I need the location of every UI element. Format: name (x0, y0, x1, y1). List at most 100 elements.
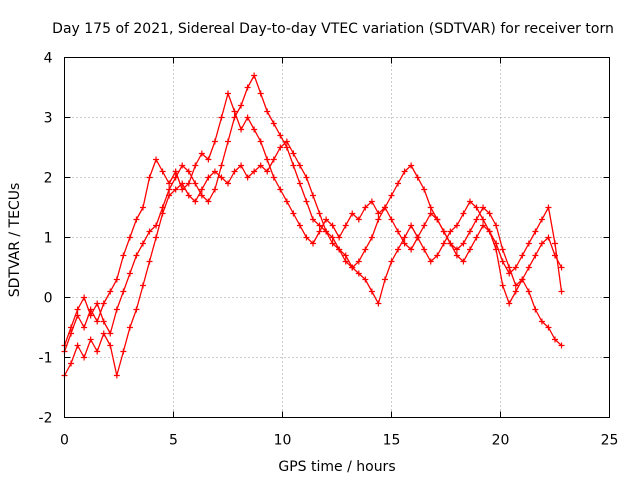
data-point (538, 216, 545, 223)
data-point (231, 114, 238, 121)
data-point (205, 198, 212, 205)
data-point (316, 228, 323, 235)
data-point (205, 174, 212, 181)
data-point (493, 240, 500, 247)
data-point (87, 336, 94, 343)
data-point (368, 288, 375, 295)
data-point (512, 264, 519, 271)
x-tick-label: 20 (492, 433, 510, 449)
data-point (440, 240, 447, 247)
data-point (94, 300, 101, 307)
data-point (558, 264, 565, 271)
data-point (113, 306, 120, 313)
data-point (499, 246, 506, 253)
data-point (179, 180, 186, 187)
data-point (225, 138, 231, 145)
data-point (198, 150, 205, 157)
data-point (460, 240, 467, 247)
data-point (153, 234, 160, 241)
data-point (486, 210, 493, 217)
data-series (61, 72, 565, 379)
data-point (303, 198, 310, 205)
data-point (368, 234, 375, 241)
data-point (329, 222, 336, 229)
data-point (283, 138, 290, 145)
data-point (480, 216, 487, 223)
data-point (113, 372, 120, 379)
data-point (499, 258, 506, 265)
data-point (113, 276, 120, 283)
data-point (381, 276, 388, 283)
data-point (179, 162, 186, 169)
data-point (323, 216, 330, 223)
data-point (525, 288, 532, 295)
data-point (316, 222, 323, 229)
data-point (290, 150, 297, 157)
data-point (506, 300, 513, 307)
data-point (159, 204, 166, 211)
data-point (493, 222, 500, 229)
data-point (218, 162, 225, 169)
data-point (499, 282, 506, 289)
data-point (74, 306, 81, 313)
data-point (512, 282, 519, 289)
data-point (231, 108, 238, 115)
data-point (427, 204, 434, 211)
data-point (283, 198, 290, 205)
data-point (342, 252, 349, 259)
data-point (440, 228, 447, 235)
data-point (231, 168, 238, 175)
data-point (146, 174, 153, 181)
data-point (166, 180, 173, 187)
data-point (244, 114, 251, 121)
data-point (375, 300, 382, 307)
data-point (519, 276, 526, 283)
data-point (270, 156, 277, 163)
data-point (211, 168, 218, 175)
data-point (303, 234, 310, 241)
data-point (552, 240, 558, 247)
data-point (126, 270, 133, 277)
data-point (532, 228, 539, 235)
data-point (120, 288, 127, 295)
data-point (434, 252, 441, 259)
data-point (81, 324, 88, 331)
data-point (329, 240, 336, 247)
data-point (238, 162, 245, 169)
data-point (355, 216, 362, 223)
data-point (388, 192, 395, 199)
data-point (414, 174, 421, 181)
data-point (244, 174, 251, 181)
x-tick-label: 10 (274, 433, 292, 449)
data-point (251, 126, 258, 133)
data-point (198, 192, 205, 199)
data-point (139, 204, 146, 211)
data-point (355, 258, 362, 265)
data-point (139, 282, 146, 289)
data-point (270, 120, 277, 127)
data-point (310, 240, 317, 247)
data-point (453, 222, 460, 229)
data-point (421, 246, 428, 253)
data-point (427, 258, 434, 265)
data-point (251, 72, 258, 79)
data-point (506, 264, 513, 271)
x-tick-label: 0 (60, 433, 69, 449)
y-tick-label: 2 (44, 171, 53, 187)
y-axis-label: SDTVAR / TECUs (7, 183, 23, 298)
data-point (172, 168, 179, 175)
data-point (225, 90, 231, 97)
data-point (323, 228, 330, 235)
data-point (532, 306, 539, 313)
data-point (486, 228, 493, 235)
data-point (434, 216, 441, 223)
data-point (251, 168, 258, 175)
data-point (81, 354, 88, 361)
series-track-2 (61, 138, 565, 379)
data-point (512, 288, 519, 295)
data-point (218, 174, 225, 181)
data-point (179, 186, 186, 193)
data-point (120, 348, 127, 355)
data-point (336, 246, 343, 253)
data-point (107, 330, 114, 337)
